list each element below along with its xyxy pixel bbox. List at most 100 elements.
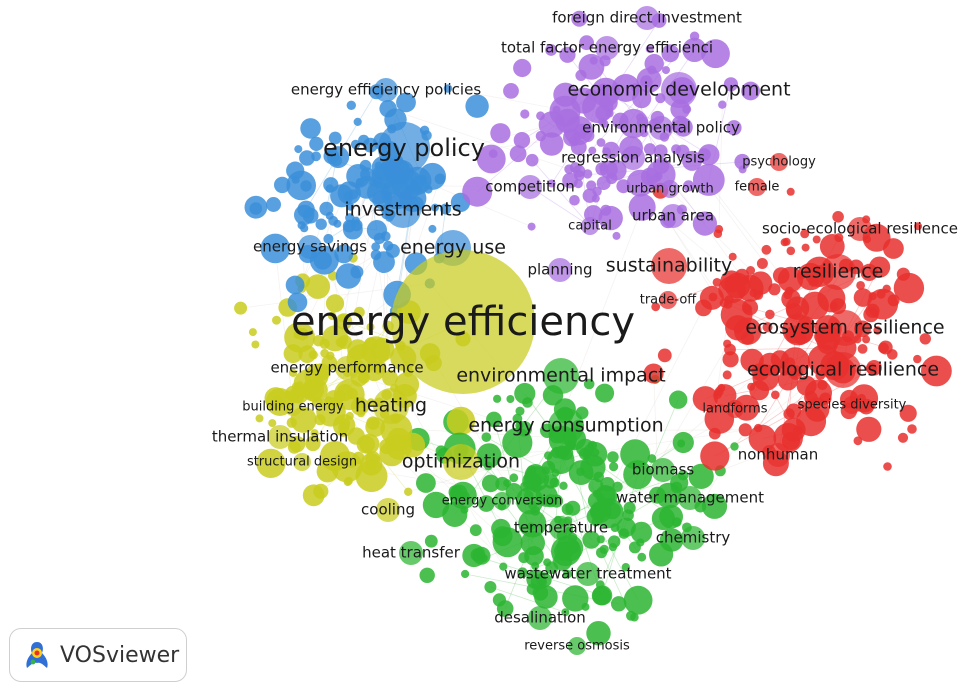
node-green-cluster[interactable] xyxy=(659,504,683,529)
node-purple-cluster[interactable] xyxy=(723,77,739,92)
keyword-label[interactable]: ecosystem resilience xyxy=(745,316,945,339)
node-green-cluster[interactable] xyxy=(499,562,508,571)
node-green-cluster[interactable] xyxy=(678,486,702,510)
node-blue-cluster[interactable] xyxy=(286,170,317,201)
node-red-cluster[interactable] xyxy=(782,313,814,346)
node-green-cluster[interactable] xyxy=(547,446,575,475)
node-blue-cluster[interactable] xyxy=(328,215,339,226)
node-yellow-cluster[interactable] xyxy=(310,429,319,438)
node-blue-cluster[interactable] xyxy=(335,263,362,289)
node-red-cluster[interactable] xyxy=(827,310,863,346)
node-green-cluster[interactable] xyxy=(649,542,674,567)
node-green-cluster[interactable] xyxy=(481,432,492,443)
keyword-label[interactable]: economic development xyxy=(567,78,791,101)
node-yellow-cluster[interactable] xyxy=(265,388,294,416)
node-red-cluster[interactable] xyxy=(820,254,856,290)
node-purple-cluster[interactable] xyxy=(595,36,619,60)
node-yellow-cluster[interactable] xyxy=(446,406,476,436)
node-purple-cluster[interactable] xyxy=(683,180,695,192)
node-red-cluster[interactable] xyxy=(921,355,952,387)
node-purple-cluster[interactable] xyxy=(734,153,751,170)
node-red-cluster[interactable] xyxy=(700,441,730,471)
node-blue-cluster[interactable] xyxy=(274,176,291,194)
node-red-cluster[interactable] xyxy=(856,281,865,290)
node-purple-cluster[interactable] xyxy=(578,53,605,80)
node-green-cluster[interactable] xyxy=(518,509,547,538)
node-red-cluster[interactable] xyxy=(817,284,846,313)
node-yellow-cluster[interactable] xyxy=(394,372,420,397)
node-yellow-cluster[interactable] xyxy=(355,460,388,493)
keyword-label[interactable]: urban growth xyxy=(626,181,714,197)
keyword-label[interactable]: wastewater treatment xyxy=(504,564,672,583)
node-green-cluster[interactable] xyxy=(514,382,536,405)
keyword-label[interactable]: socio-ecological resilience xyxy=(762,219,958,238)
node-red-cluster[interactable] xyxy=(728,252,737,261)
node-purple-cluster[interactable] xyxy=(741,81,760,101)
node-purple-cluster[interactable] xyxy=(598,205,623,231)
node-blue-cluster[interactable] xyxy=(327,146,350,169)
node-yellow-cluster[interactable] xyxy=(293,369,323,399)
node-green-cluster[interactable] xyxy=(512,413,523,424)
node-blue-cluster[interactable] xyxy=(346,164,371,188)
node-green-cluster[interactable] xyxy=(476,443,502,468)
node-green-cluster[interactable] xyxy=(528,606,552,630)
node-blue-cluster[interactable] xyxy=(328,131,342,145)
node-red-cluster[interactable] xyxy=(801,243,810,252)
node-red-cluster[interactable] xyxy=(659,291,677,309)
node-green-cluster[interactable] xyxy=(637,552,647,562)
node-blue-cluster[interactable] xyxy=(309,136,324,151)
node-green-cluster[interactable] xyxy=(593,497,624,529)
node-green-cluster[interactable] xyxy=(592,585,613,606)
node-green-cluster[interactable] xyxy=(416,473,436,493)
node-green-cluster[interactable] xyxy=(620,439,650,470)
node-purple-cluster[interactable] xyxy=(649,116,673,140)
node-green-cluster[interactable] xyxy=(399,541,423,565)
node-blue-cluster[interactable] xyxy=(465,94,489,118)
node-yellow-cluster[interactable] xyxy=(290,406,317,433)
node-green-cluster[interactable] xyxy=(651,458,675,482)
node-red-cluster[interactable] xyxy=(897,432,909,443)
keyword-label[interactable]: energy policy xyxy=(323,134,485,162)
keyword-label[interactable]: competition xyxy=(485,177,575,196)
node-green-cluster[interactable] xyxy=(611,596,627,612)
node-purple-cluster[interactable] xyxy=(682,150,703,171)
keyword-label[interactable]: species diversity xyxy=(797,397,907,413)
keyword-label[interactable]: total factor energy efficienci xyxy=(500,38,714,57)
node-red-cluster[interactable] xyxy=(853,436,863,446)
node-yellow-cluster[interactable] xyxy=(354,306,365,318)
node-green-cluster[interactable] xyxy=(478,495,495,512)
node-purple-cluster[interactable] xyxy=(490,123,511,144)
node-purple-cluster[interactable] xyxy=(644,143,656,156)
node-green-cluster[interactable] xyxy=(628,541,641,554)
node-blue-cluster[interactable] xyxy=(294,204,315,226)
node-green-cluster[interactable] xyxy=(596,547,607,559)
node-red-cluster[interactable] xyxy=(762,322,773,333)
node-green-cluster[interactable] xyxy=(548,408,584,444)
node-green-cluster[interactable] xyxy=(730,442,739,451)
node-red-cluster[interactable] xyxy=(722,370,732,380)
node-purple-cluster[interactable] xyxy=(513,132,531,149)
node-green-cluster[interactable] xyxy=(561,608,570,617)
node-yellow-cluster[interactable] xyxy=(289,436,306,453)
node-green-cluster[interactable] xyxy=(492,527,523,558)
node-purple-cluster[interactable] xyxy=(572,164,586,178)
node-red-cluster[interactable] xyxy=(883,462,892,471)
node-blue-cluster[interactable] xyxy=(428,224,437,233)
node-yellow-cluster[interactable] xyxy=(366,323,375,331)
keyword-label[interactable]: regression analysis xyxy=(561,148,705,167)
node-green-cluster[interactable] xyxy=(496,600,514,617)
keyword-label[interactable]: optimization xyxy=(401,450,521,473)
node-purple-cluster[interactable] xyxy=(619,108,649,139)
node-red-cluster[interactable] xyxy=(761,244,772,255)
node-yellow-cluster[interactable] xyxy=(302,484,325,507)
node-yellow-cluster[interactable] xyxy=(365,417,386,437)
node-green-cluster[interactable] xyxy=(681,526,705,550)
keyword-label[interactable]: chemistry xyxy=(655,528,731,547)
node-purple-cluster[interactable] xyxy=(571,10,588,27)
node-green-cluster[interactable] xyxy=(469,524,482,537)
node-blue-cluster[interactable] xyxy=(378,122,430,174)
node-green-cluster[interactable] xyxy=(688,463,714,489)
keyword-label[interactable]: structural design xyxy=(246,454,358,470)
node-green-cluster[interactable] xyxy=(669,390,688,409)
